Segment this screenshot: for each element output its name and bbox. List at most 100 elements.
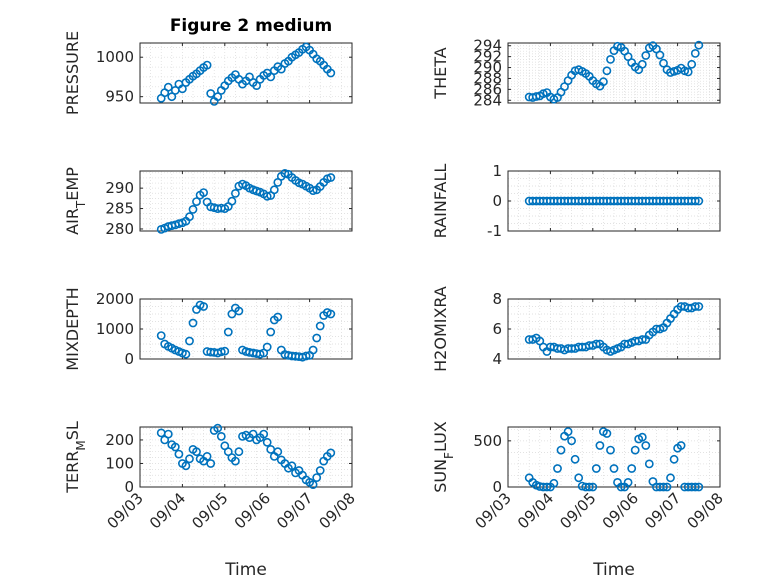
- data-point: [616, 482, 626, 492]
- y-tick-label: 286: [473, 80, 502, 98]
- data-point: [185, 454, 194, 464]
- data-point: [312, 473, 322, 482]
- data-point: [262, 342, 272, 352]
- data-point: [266, 327, 276, 337]
- data-point: [287, 461, 297, 471]
- y-axis-label-part: H2OMIXRA: [431, 286, 450, 372]
- data-point: [230, 456, 240, 466]
- data-point: [591, 339, 601, 349]
- y-tick-label: 500: [473, 432, 502, 450]
- y-axis-label: H2OMIXRA: [431, 286, 450, 372]
- y-tick-label: 290: [105, 179, 134, 197]
- y-axis-label: PRESSURE: [63, 31, 82, 115]
- series-markers: [156, 423, 336, 489]
- data-point: [637, 335, 647, 344]
- y-tick-label: 1000: [96, 320, 134, 338]
- y-axis-label-part: SUN: [431, 459, 450, 493]
- grid-lines: [507, 427, 721, 488]
- data-point: [531, 92, 541, 101]
- data-point: [595, 441, 605, 450]
- y-axis-label-part: EMP: [63, 167, 82, 201]
- data-point: [192, 447, 201, 457]
- x-tick-label: 09/05: [556, 489, 599, 532]
- data-point: [223, 327, 233, 337]
- data-point: [666, 473, 675, 483]
- series-markers: [524, 302, 704, 356]
- data-point: [588, 482, 598, 492]
- y-axis-label: MIXDEPTH: [63, 287, 82, 370]
- data-point: [156, 331, 166, 340]
- x-axis-label: Time: [224, 560, 267, 580]
- data-point: [606, 445, 615, 455]
- data-point: [549, 478, 559, 488]
- y-tick-label: 100: [105, 454, 134, 472]
- data-point: [690, 482, 700, 492]
- y-axis-label-subscript: T: [74, 200, 88, 209]
- data-point: [326, 448, 336, 458]
- data-point: [188, 318, 198, 328]
- data-point: [199, 188, 208, 197]
- series-markers: [156, 168, 336, 234]
- data-point: [644, 459, 654, 469]
- data-point: [312, 333, 322, 343]
- y-tick-label: 6: [492, 320, 502, 338]
- data-point: [315, 321, 325, 331]
- y-tick-label: 285: [105, 200, 134, 218]
- y-tick-label: 294: [473, 37, 502, 55]
- grid-lines: [139, 43, 353, 103]
- data-point: [269, 185, 279, 195]
- y-axis-label-subscript: F: [442, 452, 456, 459]
- subplot-rainfall: -1 0 1 RAINFALL: [431, 162, 721, 240]
- data-point: [273, 312, 283, 322]
- x-axis-label: Time: [592, 560, 635, 580]
- y-tick-label: 284: [473, 91, 502, 109]
- data-point: [202, 451, 212, 461]
- data-point: [623, 477, 633, 487]
- data-point: [252, 81, 261, 90]
- series-markers: [156, 42, 336, 106]
- data-point: [556, 445, 566, 455]
- x-tick-label: 09/08: [684, 489, 727, 532]
- data-point: [177, 84, 187, 94]
- data-point: [641, 441, 651, 450]
- y-axis-label: SUNFLUX: [431, 421, 456, 493]
- y-tick-label: 292: [473, 48, 502, 66]
- data-point: [563, 427, 573, 436]
- axes-box: [139, 42, 353, 104]
- y-axis-label-part: PRESSURE: [63, 31, 82, 115]
- data-point: [683, 67, 693, 77]
- data-point: [641, 51, 651, 60]
- y-axis-label: THETA: [431, 47, 450, 99]
- y-axis-label-part: LUX: [431, 421, 450, 452]
- y-tick-label: 1000: [96, 48, 134, 66]
- data-point: [567, 436, 576, 446]
- data-point: [690, 49, 700, 58]
- data-point: [301, 351, 311, 361]
- data-point: [315, 466, 325, 475]
- data-point: [202, 60, 212, 70]
- data-point: [669, 454, 679, 464]
- data-point: [609, 464, 619, 473]
- data-point: [602, 66, 612, 76]
- data-point: [216, 431, 226, 441]
- y-tick-label: 1: [492, 162, 502, 180]
- data-point: [280, 168, 290, 178]
- subplot-air_temp: 280 285 290 AIRTEMP: [63, 167, 353, 238]
- data-point: [266, 72, 276, 82]
- data-point: [662, 482, 672, 492]
- data-point: [602, 429, 612, 438]
- data-point: [690, 196, 700, 206]
- y-tick-label: 288: [473, 69, 502, 87]
- data-point: [606, 55, 615, 64]
- subplot-h2omixra: 4 6 8 H2OMIXRA: [431, 286, 721, 372]
- data-point: [188, 204, 198, 214]
- data-point: [326, 173, 336, 182]
- y-axis-label-part: TERR: [63, 451, 82, 494]
- y-tick-label: 4: [492, 350, 502, 368]
- y-axis-label-part: SL: [63, 421, 82, 440]
- y-tick-label: 0: [492, 192, 502, 210]
- data-point: [266, 444, 276, 454]
